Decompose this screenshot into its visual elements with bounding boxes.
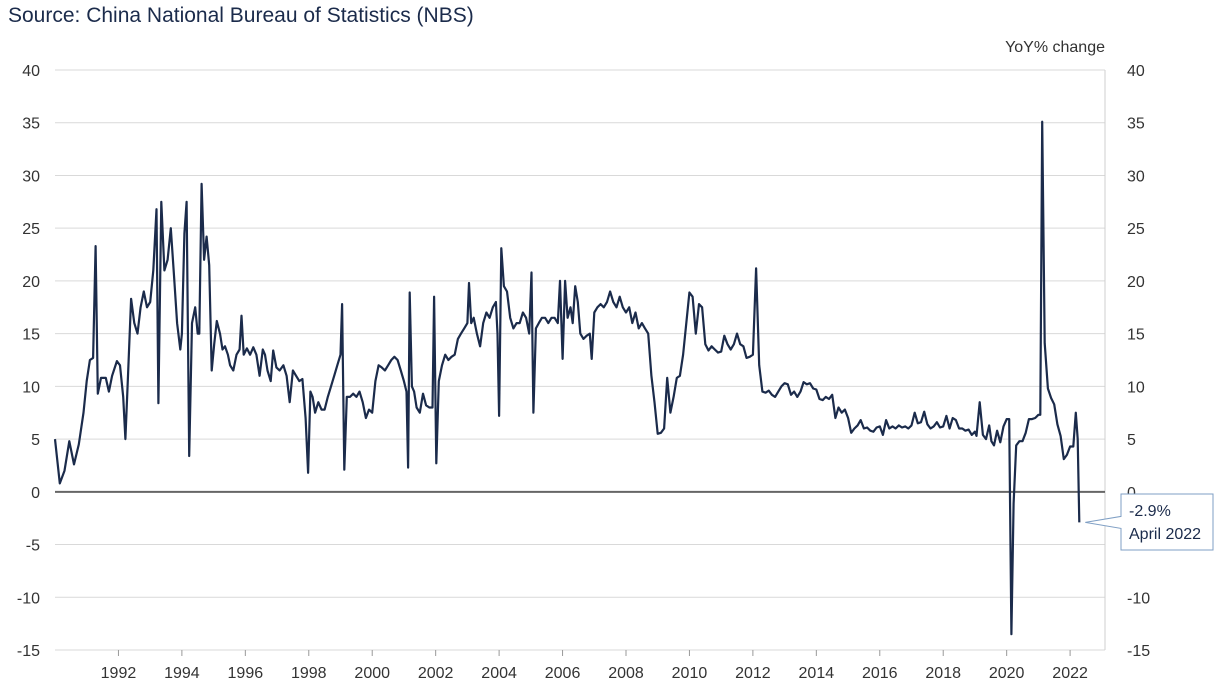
y-tick-label-right: 15 [1127, 327, 1145, 344]
y-tick-label-left: 10 [22, 379, 40, 396]
x-tick-label: 2018 [925, 665, 961, 682]
y-tick-label-right: 10 [1127, 379, 1145, 396]
y-tick-label-left: -10 [17, 590, 40, 607]
annotation-callout: -2.9% April 2022 [1085, 493, 1214, 551]
y-tick-label-right: 40 [1127, 63, 1145, 80]
y-tick-label-right: -10 [1127, 590, 1150, 607]
annotation-date: April 2022 [1129, 526, 1201, 543]
y-tick-label-left: 20 [22, 274, 40, 291]
annotation-box [1085, 493, 1214, 551]
x-tick-label: 2012 [735, 665, 771, 682]
y-tick-label-right: 35 [1127, 116, 1145, 133]
y-tick-label-left: 5 [31, 432, 40, 449]
y-tick-label-right: -15 [1127, 643, 1150, 660]
y-tick-label-left: 40 [22, 63, 40, 80]
y-tick-label-left: 0 [31, 485, 40, 502]
y-axis-left: 40 35 30 25 20 15 10 5 0 -5 -10 -15 [17, 63, 40, 660]
y-tick-label-left: 30 [22, 168, 40, 185]
y-tick-label-left: -5 [26, 538, 40, 555]
annotation-value: -2.9% [1129, 503, 1171, 520]
x-tick-label: 2020 [989, 665, 1025, 682]
x-tick-label: 2002 [418, 665, 454, 682]
y-tick-label-right: 25 [1127, 221, 1145, 238]
x-axis: 1992 1994 1996 1998 2000 2002 2004 2006 2008 2010… [101, 650, 1088, 682]
x-tick-label: 2004 [481, 665, 517, 682]
x-tick-label: 1996 [228, 665, 264, 682]
y-tick-label-left: 35 [22, 116, 40, 133]
y-tick-label-left: -15 [17, 643, 40, 660]
x-tick-label: 2016 [862, 665, 898, 682]
unit-label: YoY% change [1005, 39, 1105, 56]
x-tick-label: 2022 [1052, 665, 1088, 682]
y-tick-label-right: 30 [1127, 168, 1145, 185]
series-line [53, 120, 1081, 636]
x-tick-label: 2010 [672, 665, 708, 682]
y-tick-label-left: 15 [22, 327, 40, 344]
x-tick-label: 1992 [101, 665, 137, 682]
x-tick-label: 1998 [291, 665, 327, 682]
y-tick-label-right: 5 [1127, 432, 1136, 449]
x-tick-label: 2000 [354, 665, 390, 682]
y-tick-label-right: 20 [1127, 274, 1145, 291]
x-tick-label: 2006 [545, 665, 581, 682]
x-tick-label: 2008 [608, 665, 644, 682]
x-tick-label: 1994 [164, 665, 200, 682]
y-tick-label-left: 25 [22, 221, 40, 238]
y-tick-label-right: 0 [1127, 485, 1136, 502]
source-note: Source: China National Bureau of Statist… [8, 4, 474, 27]
x-tick-label: 2014 [799, 665, 835, 682]
